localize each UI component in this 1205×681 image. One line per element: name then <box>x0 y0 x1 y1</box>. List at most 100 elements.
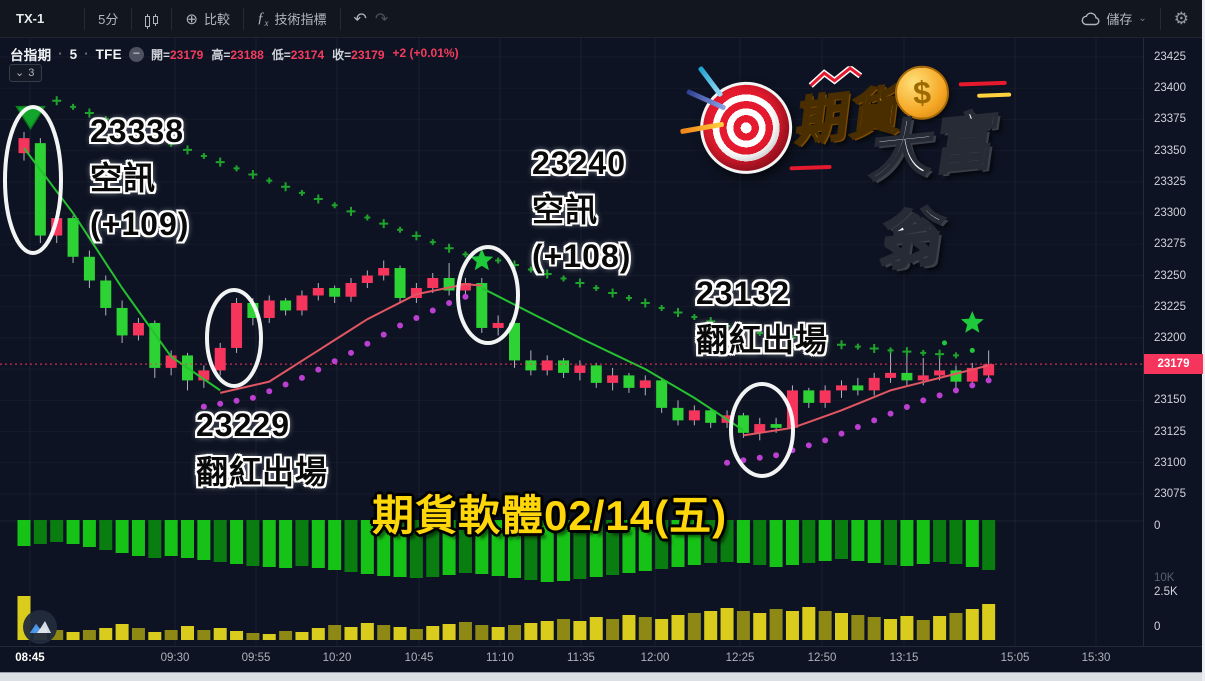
indicator-scale-label: 10K <box>1154 572 1175 584</box>
short-signal-cross <box>935 349 945 359</box>
upper-indicator-bar <box>82 520 96 547</box>
sar-dot <box>217 400 224 407</box>
candlestick-icon <box>153 13 159 26</box>
redo-button[interactable]: ↷ <box>371 0 401 37</box>
compare-button[interactable]: ⊕ 比較 <box>172 0 243 37</box>
sar-dot <box>348 349 354 356</box>
sar-dot <box>854 424 861 431</box>
candle <box>558 360 570 373</box>
volume-bar <box>785 611 799 640</box>
close-value: 23179 <box>351 47 385 62</box>
candle <box>509 322 520 361</box>
toolbar-separator <box>131 7 133 30</box>
upper-indicator-bar <box>589 520 603 577</box>
save-button[interactable]: 儲存 ⌄ <box>1068 0 1159 37</box>
candle <box>345 282 357 297</box>
upper-indicator-bar <box>148 520 162 558</box>
time-tick-label: 11:35 <box>567 652 595 664</box>
redo-icon: ↷ <box>374 10 389 28</box>
volume-bar <box>835 613 848 640</box>
interval-button[interactable]: 5分 <box>85 0 131 37</box>
volume-bar <box>557 619 571 640</box>
settings-button[interactable]: ⚙ <box>1161 0 1202 37</box>
volume-bar <box>426 626 440 640</box>
function-icon: ƒx <box>257 9 269 28</box>
chart-style-button[interactable] <box>132 0 171 37</box>
upper-indicator-bar <box>638 520 652 571</box>
short-signal-cross <box>771 330 781 340</box>
short-signal-cross <box>625 294 632 301</box>
toolbar-separator <box>171 7 173 30</box>
upper-indicator-bar <box>622 520 636 573</box>
candle <box>51 218 63 236</box>
volume-bar <box>197 630 211 640</box>
short-signal-cross <box>902 347 912 357</box>
time-tick-label: 15:30 <box>1081 652 1111 664</box>
volume-bar <box>491 627 505 640</box>
annotation-price: 23338 <box>90 113 184 149</box>
symbol-name[interactable]: 台指期 <box>10 48 52 63</box>
upper-indicator-bar <box>279 520 293 568</box>
volume-bar <box>671 615 685 640</box>
short-signal-cross <box>248 169 258 179</box>
highlight-ellipse <box>729 382 795 478</box>
marker-dot <box>942 340 948 346</box>
volume-bar <box>344 627 358 640</box>
toolbar-separator <box>243 7 244 30</box>
upper-indicator-bar <box>491 520 505 576</box>
short-signal-cross <box>444 243 454 253</box>
candle <box>459 282 471 291</box>
symbol-info-row: 台指期 · 5 · TFE – 開=23179 高=23188 低=23174 … <box>10 44 459 64</box>
indicators-button[interactable]: ƒx 技術指標 <box>244 0 340 37</box>
upper-indicator-bar <box>524 520 538 580</box>
window-bottom-edge[interactable] <box>0 672 1202 681</box>
annotation-short-signal-2: 23240 空訊 (+108) <box>532 140 631 280</box>
upper-indicator-bar <box>982 520 996 570</box>
short-signal-cross <box>281 182 291 192</box>
top-toolbar: TX-1 5分 ⊕ 比較 ƒx 技術指標 ↶ ↷ <box>0 0 1202 38</box>
volume-bar <box>867 617 881 640</box>
candle <box>18 138 30 154</box>
time-axis[interactable]: 08:45 09:30 09:55 10:20 10:45 11:10 11:35 12:00… <box>0 646 1202 672</box>
toolbar-separator <box>1159 7 1161 30</box>
volume-bar <box>409 629 423 640</box>
short-signal-cross <box>575 278 585 288</box>
upper-indicator-bar <box>884 520 898 565</box>
price-axis[interactable]: 23425 23400 23375 23350 23325 23300 23275 23250… <box>1143 38 1203 646</box>
upper-indicator-bar <box>949 520 963 564</box>
short-signal-cross <box>527 266 534 273</box>
undo-button[interactable]: ↶ <box>341 0 371 37</box>
short-signal-cross <box>150 133 160 143</box>
short-signal-cross <box>673 307 683 317</box>
price-tick-label: 23200 <box>1154 331 1186 344</box>
candle <box>917 375 929 381</box>
sar-dot <box>429 307 436 314</box>
hide-series-button[interactable]: – <box>128 46 144 62</box>
volume-bar <box>50 630 64 640</box>
indicators-collapse-chip[interactable]: ⌄ 3 <box>9 64 43 82</box>
upper-indicator-bar <box>311 520 325 568</box>
candle <box>803 390 815 403</box>
upper-indicator-bar <box>508 520 521 578</box>
price-tick-label: 23250 <box>1154 269 1186 282</box>
upper-indicator-bar <box>802 520 816 563</box>
time-tick-label: 10:20 <box>322 652 352 664</box>
sar-dot <box>724 459 731 466</box>
upper-indicator-bar <box>246 520 260 566</box>
volume-bar <box>638 617 652 640</box>
sar-dot <box>903 404 910 411</box>
short-signal-cross <box>200 153 207 160</box>
short-signal-cross <box>706 316 716 326</box>
symbol-button[interactable]: TX-1 <box>0 0 84 37</box>
chevron-down-icon: ⌄ <box>1138 13 1147 24</box>
separator-dot: · <box>84 47 89 61</box>
highlight-ellipse <box>456 245 520 345</box>
candle <box>623 375 635 388</box>
short-signal-cross <box>215 157 225 167</box>
time-tick-label: 13:15 <box>889 652 919 664</box>
upper-indicator-bar <box>99 520 113 550</box>
upper-indicator-bar <box>393 520 407 577</box>
upper-indicator-bar <box>671 520 685 567</box>
platform-logo-badge[interactable] <box>21 608 59 646</box>
